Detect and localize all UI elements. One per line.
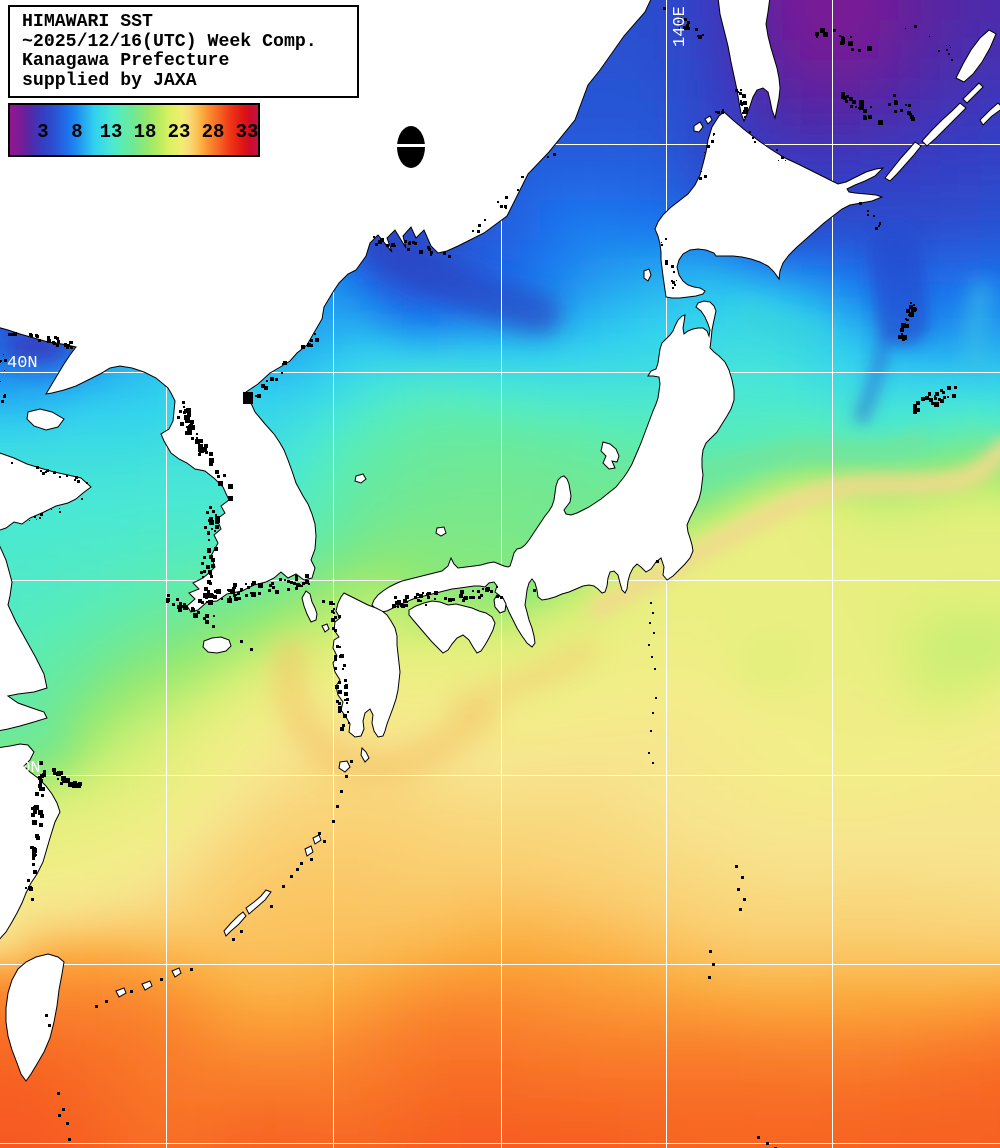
svg-text:140E: 140E [671, 6, 690, 47]
svg-text:13: 13 [100, 121, 123, 143]
svg-text:33: 33 [236, 121, 259, 143]
svg-text:HIMAWARI SST: HIMAWARI SST [22, 12, 153, 32]
svg-text:30N: 30N [10, 759, 41, 778]
svg-text:40N: 40N [7, 354, 38, 373]
svg-text:23: 23 [168, 121, 191, 143]
svg-text:28: 28 [202, 121, 225, 143]
svg-text:18: 18 [134, 121, 157, 143]
svg-text:3: 3 [37, 121, 48, 143]
svg-text:Kanagawa Prefecture: Kanagawa Prefecture [22, 51, 229, 71]
svg-text:8: 8 [71, 121, 82, 143]
svg-text:supplied by JAXA: supplied by JAXA [22, 71, 197, 91]
svg-text:~2025/12/16(UTC) Week Comp.: ~2025/12/16(UTC) Week Comp. [22, 32, 317, 52]
